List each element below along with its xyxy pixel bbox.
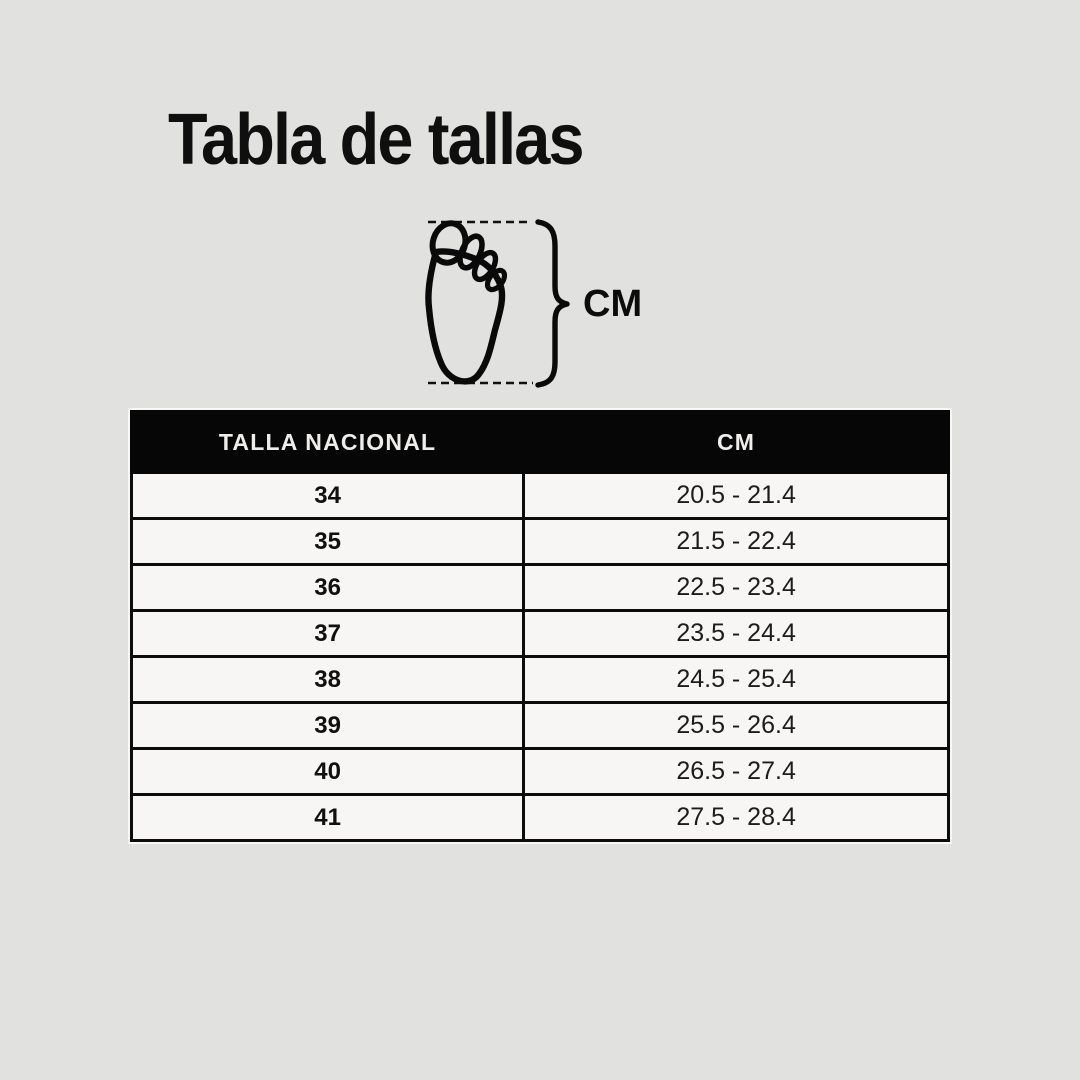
cm-cell: 20.5 - 21.4 <box>522 471 950 520</box>
size-cell: 36 <box>129 563 526 612</box>
cm-unit-label: CM <box>583 283 642 325</box>
size-cell: 38 <box>129 655 526 704</box>
page-title: Tabla de tallas <box>168 100 585 180</box>
size-cell: 37 <box>129 609 526 658</box>
size-table-header: TALLA NACIONAL CM <box>129 410 950 474</box>
header-talla-nacional: TALLA NACIONAL <box>129 410 526 474</box>
header-row: TALLA NACIONAL CM <box>129 410 950 474</box>
cm-cell: 23.5 - 24.4 <box>522 609 950 658</box>
size-cell: 35 <box>129 517 526 566</box>
cm-cell: 26.5 - 27.4 <box>522 747 950 796</box>
table-row: 36 22.5 - 23.4 <box>129 563 950 612</box>
size-cell: 34 <box>129 471 526 520</box>
table-row: 38 24.5 - 25.4 <box>129 655 950 704</box>
cm-cell: 27.5 - 28.4 <box>522 793 950 842</box>
curly-brace-icon <box>535 219 570 388</box>
header-cm: CM <box>522 410 950 474</box>
table-row: 40 26.5 - 27.4 <box>129 747 950 796</box>
cm-cell: 24.5 - 25.4 <box>522 655 950 704</box>
size-cell: 40 <box>129 747 526 796</box>
size-cell: 41 <box>129 793 526 842</box>
foot-icon <box>425 220 508 385</box>
table-row: 35 21.5 - 22.4 <box>129 517 950 566</box>
table-row: 37 23.5 - 24.4 <box>129 609 950 658</box>
table-row: 34 20.5 - 21.4 <box>129 471 950 520</box>
table-row: 41 27.5 - 28.4 <box>129 793 950 842</box>
table-row: 39 25.5 - 26.4 <box>129 701 950 750</box>
size-table: TALLA NACIONAL CM 34 20.5 - 21.4 35 21.5 - … <box>129 410 950 842</box>
cm-cell: 25.5 - 26.4 <box>522 701 950 750</box>
cm-cell: 21.5 - 22.4 <box>522 517 950 566</box>
cm-cell: 22.5 - 23.4 <box>522 563 950 612</box>
table-body: 34 20.5 - 21.4 35 21.5 - 22.4 36 22.5 - 23.4 3… <box>129 471 950 842</box>
foot-measure-illustration: CM <box>415 205 665 400</box>
size-cell: 39 <box>129 701 526 750</box>
foot-measure-svg: CM <box>425 219 642 388</box>
